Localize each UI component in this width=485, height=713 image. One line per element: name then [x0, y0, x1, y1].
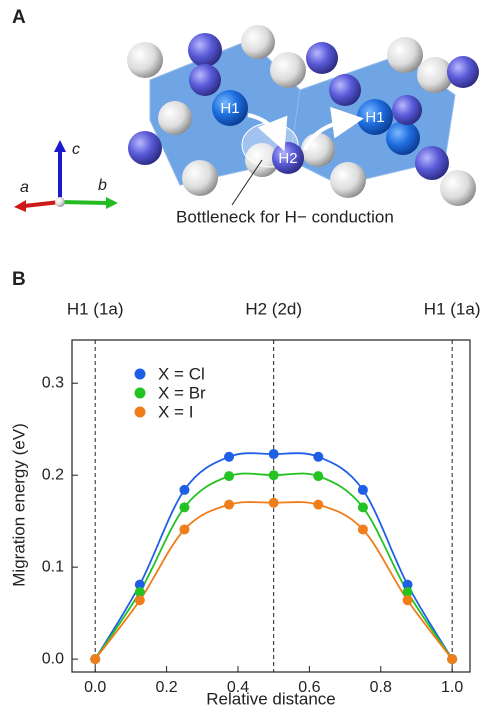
- annotation: Bottleneck for H− conduction: [176, 207, 394, 226]
- axis-label: a: [20, 179, 29, 196]
- panel-label: B: [12, 269, 26, 290]
- legend-label: X = Br: [158, 383, 206, 402]
- atom: [447, 56, 479, 88]
- data-point: [179, 524, 189, 534]
- atom: [415, 146, 449, 180]
- atom: [306, 42, 338, 74]
- data-point: [269, 470, 279, 480]
- arrowhead: [14, 200, 26, 212]
- data-point: [358, 485, 368, 495]
- atom: [182, 160, 218, 196]
- x-tick-label: 0.4: [227, 679, 249, 696]
- figure: A H1 H2 H1 Bottleneck for H− conduction …: [0, 0, 485, 713]
- atom: [128, 131, 162, 165]
- data-point: [90, 654, 100, 664]
- legend-marker: [135, 369, 146, 380]
- y-tick-label: 0.1: [42, 558, 64, 575]
- y-tick-label: 0.2: [42, 466, 64, 483]
- data-point: [269, 449, 279, 459]
- axis-label: b: [98, 177, 107, 194]
- atom: [392, 95, 422, 125]
- data-point: [313, 452, 323, 462]
- atom: [270, 52, 306, 88]
- origin: [55, 197, 65, 207]
- atom: [189, 64, 221, 96]
- x-tick-label: 0.6: [298, 679, 320, 696]
- data-point: [358, 524, 368, 534]
- axis-b: [60, 202, 108, 203]
- data-point: [224, 452, 234, 462]
- x-tick-label: 0.2: [155, 679, 177, 696]
- atom-label: H1: [220, 100, 239, 117]
- x-tick-label: 1.0: [441, 679, 463, 696]
- data-point: [358, 502, 368, 512]
- atom: [387, 37, 423, 73]
- panel-label: A: [12, 7, 26, 28]
- atom: [241, 25, 275, 59]
- atom-label: H2: [278, 150, 297, 167]
- panel-a: A H1 H2 H1 Bottleneck for H− conduction …: [12, 7, 479, 226]
- x-tick-label: 0.0: [84, 679, 106, 696]
- atom: [329, 74, 361, 106]
- y-tick-label: 0.3: [42, 374, 64, 391]
- legend-label: X = Cl: [158, 364, 205, 383]
- y-axis-label: Migration energy (eV): [9, 423, 28, 586]
- legend-marker: [135, 388, 146, 399]
- data-point: [135, 595, 145, 605]
- site-label: H2 (2d): [245, 299, 302, 318]
- atom: [158, 101, 192, 135]
- axis-a: [24, 202, 60, 206]
- axis-label: c: [72, 141, 80, 158]
- site-label: H1 (1a): [424, 299, 481, 318]
- legend-marker: [135, 407, 146, 418]
- data-point: [224, 471, 234, 481]
- x-tick-label: 0.8: [370, 679, 392, 696]
- atom: [330, 162, 366, 198]
- data-point: [179, 485, 189, 495]
- data-point: [447, 654, 457, 664]
- y-tick-label: 0.0: [42, 650, 64, 667]
- atom: [188, 33, 222, 67]
- data-point: [313, 500, 323, 510]
- panel-b: B Relative distance Migration energy (eV…: [9, 269, 480, 708]
- data-point: [269, 498, 279, 508]
- atom: [440, 170, 476, 206]
- atom: [386, 121, 420, 155]
- legend-label: X = I: [158, 402, 193, 421]
- atom-label: H1: [365, 109, 384, 126]
- data-point: [403, 595, 413, 605]
- arrowhead: [54, 140, 66, 152]
- data-point: [313, 471, 323, 481]
- arrowhead: [106, 197, 118, 209]
- site-label: H1 (1a): [67, 299, 124, 318]
- atom: [127, 42, 163, 78]
- data-point: [224, 500, 234, 510]
- data-point: [179, 502, 189, 512]
